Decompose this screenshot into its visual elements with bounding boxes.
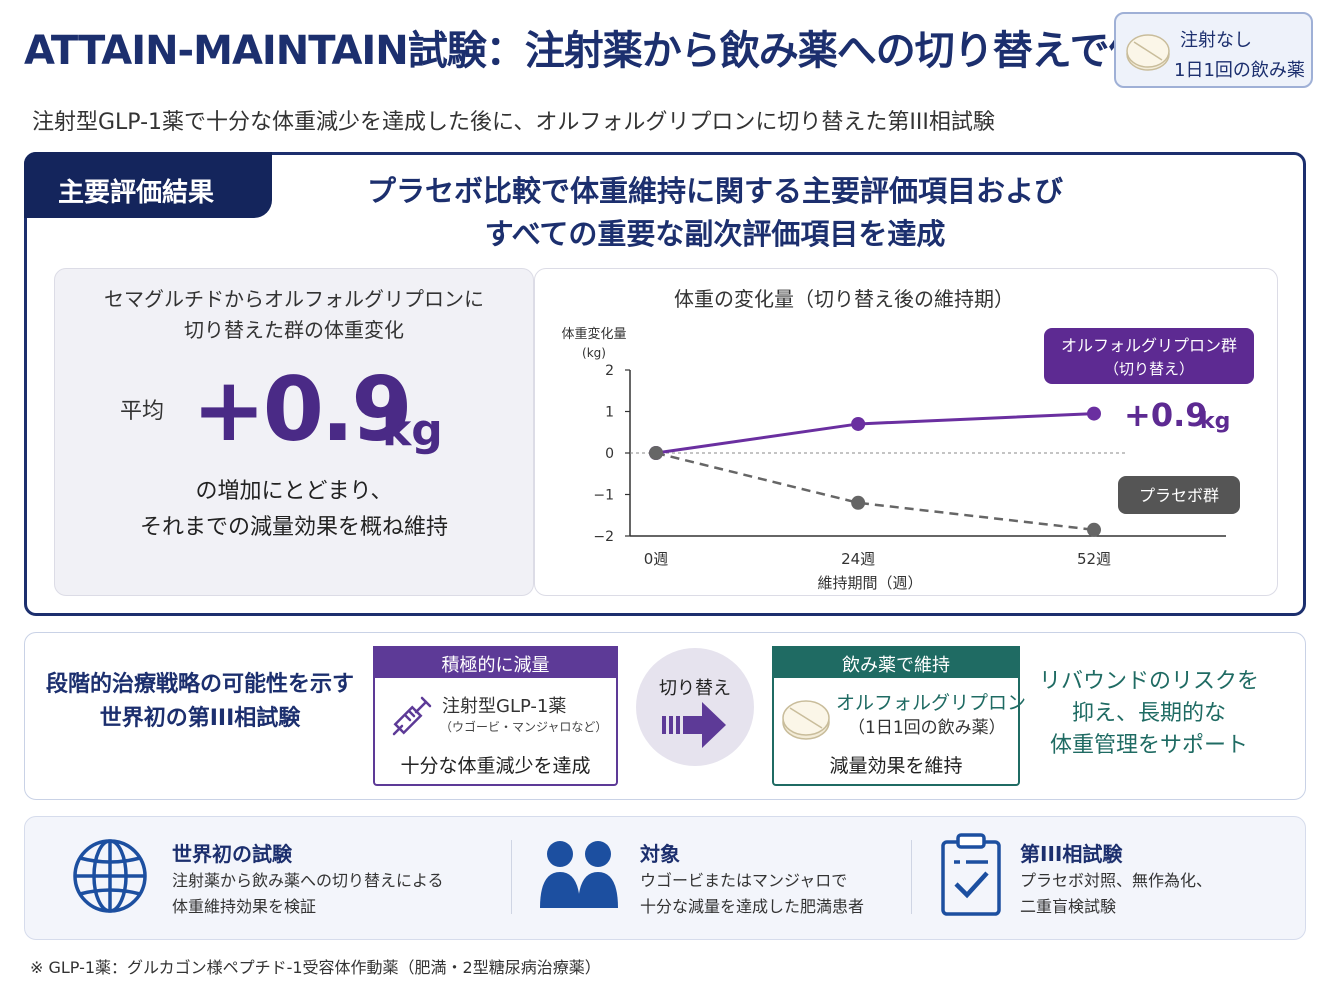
chart-title: 体重の変化量（切り替え後の維持期） [674, 287, 1014, 311]
placebo-point [649, 446, 663, 460]
chart-panel [534, 268, 1278, 596]
y-axis-unit: (kg) [582, 346, 606, 360]
results-headline: プラセボ比較で体重維持に関する主要評価項目および すべての重要な副次評価項目を達… [290, 170, 1140, 256]
x-axis-label: 維持期間（週） [817, 574, 922, 592]
feature-title: 世界初の試験 [172, 842, 292, 866]
y-tick-label: 0 [605, 446, 614, 462]
oral-card-drug: オルフォルグリプロン [836, 692, 1027, 714]
primary-results-tab: 主要評価結果 [24, 152, 272, 218]
badge-line1: 注射なし [1180, 30, 1252, 51]
headline-line1: プラセボ比較で体重維持に関する主要評価項目および [366, 174, 1063, 208]
feature-desc-line2: 体重維持効果を検証 [172, 897, 317, 916]
caption-line2: 切り替えた群の体重変化 [184, 318, 404, 342]
feature-desc: ウゴービまたはマンジャロで 十分な減量を達成した肥満患者 [640, 868, 864, 920]
x-tick-label: 52週 [1077, 550, 1111, 568]
weight-change-value: +0.9 [192, 358, 413, 461]
y-tick-label: 2 [605, 363, 614, 379]
headline-line2: すべての重要な副次評価項目を達成 [484, 217, 946, 251]
oral-card-header: 飲み薬で維持 [772, 646, 1020, 678]
placebo-legend-box [1118, 476, 1240, 514]
orforglipron-end-value: +0.9 [1124, 396, 1208, 434]
oral-card-result: 減量効果を維持 [829, 755, 963, 777]
x-tick-label: 0週 [644, 550, 669, 568]
orforglipron-line [655, 412, 1095, 455]
y-tick-label: −2 [593, 529, 614, 545]
feature-title: 第III相試験 [1020, 842, 1123, 866]
feature-desc-line1: 注射薬から飲み薬への切り替えによる [172, 871, 444, 890]
weight-change-description: の増加にとどまり、 それまでの減量効果を概ね維持 [54, 474, 534, 546]
desc-line2: それまでの減量効果を概ね維持 [139, 515, 448, 540]
placebo-line [655, 451, 1095, 532]
feature-desc-line1: ウゴービまたはマンジャロで [640, 871, 848, 890]
strategy-headline: 段階的治療戦略の可能性を示す 世界初の第III相試験 [30, 668, 370, 736]
y-axis-label: 体重変化量 [561, 326, 626, 342]
injection-card-drug: 注射型GLP-1薬 [442, 696, 567, 717]
weight-change-panel [54, 268, 534, 596]
switch-circle [636, 648, 754, 766]
x-tick-label: 24週 [841, 550, 875, 568]
switch-label: 切り替え [659, 678, 731, 699]
injection-card-header: 積極的に減量 [373, 646, 618, 678]
orforglipron-legend-box [1044, 328, 1254, 384]
feature-desc-line2: 二重盲検試験 [1020, 897, 1117, 916]
subtitle: 注射型GLP-1薬で十分な体重減少を達成した後に、オルフォルグリプロンに切り替え… [32, 110, 995, 135]
feature-desc-line2: 十分な減量を達成した肥満患者 [640, 897, 865, 916]
rebound-message: リバウンドのリスクを 抑え、長期的な 体重管理をサポート [1030, 666, 1268, 762]
placebo-point [851, 495, 866, 510]
placebo-point [1087, 522, 1101, 537]
feature-divider [911, 840, 912, 914]
orforglipron-legend-label: オルフォルグリプロン群 [1061, 336, 1237, 355]
feature-desc: プラセボ対照、無作為化、 二重盲検試験 [1020, 868, 1212, 920]
y-tick-label: 1 [605, 405, 614, 421]
average-label: 平均 [120, 399, 165, 424]
oral-card-dosing: （1日1回の飲み薬） [848, 718, 1006, 738]
page-title: ATTAIN-MAINTAIN試験：注射薬から飲み薬への切り替えで体重維持 [24, 28, 1266, 74]
footnote: ※ GLP-1薬：グルカゴン様ペプチド-1受容体作動薬（肥満・2型糖尿病治療薬） [30, 958, 601, 977]
orforglipron-end-unit: kg [1200, 409, 1230, 434]
feature-title: 対象 [640, 842, 680, 866]
orforglipron-legend-sublabel: （切り替え） [1104, 360, 1194, 378]
feature-desc: 注射薬から飲み薬への切り替えによる 体重維持効果を検証 [172, 868, 444, 920]
desc-line1: の増加にとどまり、 [195, 479, 393, 504]
feature-divider [511, 840, 512, 914]
injection-card-examples: （ウゴービ・マンジャロなど） [440, 720, 608, 734]
features-box [24, 816, 1306, 940]
people-icon [540, 841, 618, 908]
placebo-legend-label: プラセボ群 [1139, 486, 1219, 505]
no-injection-badge: 注射なし 1日1回の飲み薬 [1114, 12, 1313, 88]
badge-line2: 1日1回の飲み薬 [1174, 60, 1305, 81]
pill-icon [1126, 34, 1170, 71]
rebound-line3: 体重管理をサポート [1049, 733, 1248, 758]
y-tick-label: −1 [593, 488, 614, 504]
rebound-line2: 抑え、長期的な [1071, 701, 1226, 726]
weight-change-unit: kg [382, 405, 443, 456]
clipboard-check-icon [941, 833, 1001, 916]
rebound-line1: リバウンドのリスクを [1038, 669, 1259, 694]
arrow-right-icon [662, 702, 726, 748]
orforglipron-point [851, 416, 866, 431]
feature-desc-line1: プラセボ対照、無作為化、 [1020, 871, 1213, 890]
weight-change-caption: セマグルチドからオルフォルグリプロンに 切り替えた群の体重変化 [54, 284, 534, 346]
pill-icon [782, 700, 830, 740]
orforglipron-point [1087, 406, 1101, 421]
strategy-line1: 段階的治療戦略の可能性を示す [45, 672, 354, 697]
injection-card-result: 十分な体重減少を達成 [400, 755, 591, 777]
caption-line1: セマグルチドからオルフォルグリプロンに [104, 287, 484, 311]
syringe-icon [392, 696, 432, 736]
strategy-line2: 世界初の第III相試験 [99, 706, 301, 731]
globe-icon [73, 839, 147, 913]
